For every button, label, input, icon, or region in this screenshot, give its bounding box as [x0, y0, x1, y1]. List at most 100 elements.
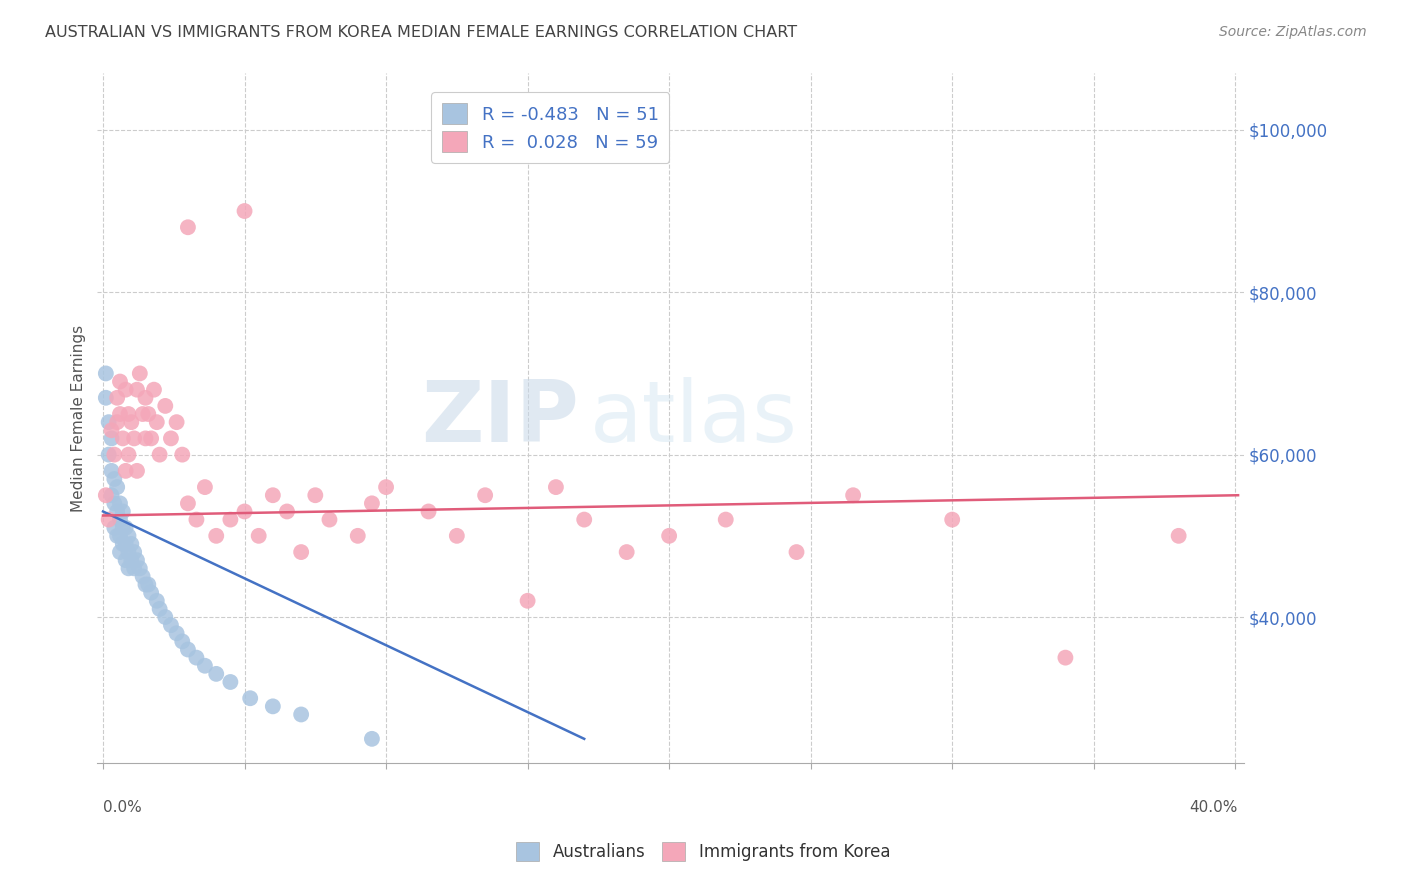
Point — [134, 431, 156, 445]
Point — [172, 634, 194, 648]
Point — [120, 415, 142, 429]
Point — [117, 529, 139, 543]
Point — [155, 399, 177, 413]
Point — [97, 415, 120, 429]
Point — [134, 391, 156, 405]
Point — [186, 513, 208, 527]
Point — [304, 488, 326, 502]
Point — [247, 529, 270, 543]
Point — [172, 448, 194, 462]
Point — [361, 731, 384, 746]
Point — [100, 431, 122, 445]
Point — [108, 407, 131, 421]
Point — [111, 537, 134, 551]
Point — [125, 383, 148, 397]
Text: ZIP: ZIP — [420, 376, 579, 459]
Point — [134, 577, 156, 591]
Point — [136, 577, 159, 591]
Point — [361, 496, 384, 510]
Point — [143, 383, 166, 397]
Point — [1167, 529, 1189, 543]
Point — [111, 504, 134, 518]
Point — [219, 513, 242, 527]
Point — [108, 375, 131, 389]
Point — [117, 448, 139, 462]
Y-axis label: Median Female Earnings: Median Female Earnings — [72, 325, 86, 512]
Point — [160, 618, 183, 632]
Point — [100, 423, 122, 437]
Point — [186, 650, 208, 665]
Point — [149, 602, 172, 616]
Point — [1054, 650, 1077, 665]
Point — [318, 513, 340, 527]
Point — [219, 675, 242, 690]
Point — [166, 415, 188, 429]
Point — [108, 545, 131, 559]
Point — [474, 488, 496, 502]
Point — [205, 529, 228, 543]
Point — [120, 537, 142, 551]
Point — [516, 594, 538, 608]
Point — [375, 480, 398, 494]
Point — [125, 464, 148, 478]
Point — [146, 415, 169, 429]
Text: Source: ZipAtlas.com: Source: ZipAtlas.com — [1219, 25, 1367, 39]
Point — [149, 448, 172, 462]
Point — [139, 431, 162, 445]
Point — [94, 488, 117, 502]
Point — [105, 415, 128, 429]
Point — [117, 407, 139, 421]
Point — [233, 204, 256, 219]
Point — [239, 691, 262, 706]
Point — [111, 521, 134, 535]
Legend: R = -0.483   N = 51, R =  0.028   N = 59: R = -0.483 N = 51, R = 0.028 N = 59 — [432, 93, 669, 163]
Point — [262, 699, 284, 714]
Point — [714, 513, 737, 527]
Point — [103, 521, 125, 535]
Point — [108, 529, 131, 543]
Point — [177, 220, 200, 235]
Point — [276, 504, 298, 518]
Point — [111, 431, 134, 445]
Point — [114, 537, 136, 551]
Point — [658, 529, 681, 543]
Point — [131, 569, 153, 583]
Point — [166, 626, 188, 640]
Point — [103, 496, 125, 510]
Point — [105, 391, 128, 405]
Point — [117, 545, 139, 559]
Point — [290, 707, 312, 722]
Point — [418, 504, 440, 518]
Point — [108, 513, 131, 527]
Point — [122, 545, 145, 559]
Point — [346, 529, 368, 543]
Point — [842, 488, 865, 502]
Point — [941, 513, 963, 527]
Point — [105, 529, 128, 543]
Point — [97, 513, 120, 527]
Point — [177, 496, 200, 510]
Point — [128, 367, 150, 381]
Text: atlas: atlas — [591, 376, 799, 459]
Point — [103, 448, 125, 462]
Text: 0.0%: 0.0% — [103, 800, 142, 814]
Point — [103, 472, 125, 486]
Point — [446, 529, 468, 543]
Point — [146, 594, 169, 608]
Point — [105, 480, 128, 494]
Point — [114, 553, 136, 567]
Point — [290, 545, 312, 559]
Point — [194, 658, 217, 673]
Point — [786, 545, 808, 559]
Point — [205, 666, 228, 681]
Point — [114, 521, 136, 535]
Point — [94, 367, 117, 381]
Point — [122, 561, 145, 575]
Point — [262, 488, 284, 502]
Point — [136, 407, 159, 421]
Point — [194, 480, 217, 494]
Point — [114, 464, 136, 478]
Point — [108, 496, 131, 510]
Point — [122, 431, 145, 445]
Point — [160, 431, 183, 445]
